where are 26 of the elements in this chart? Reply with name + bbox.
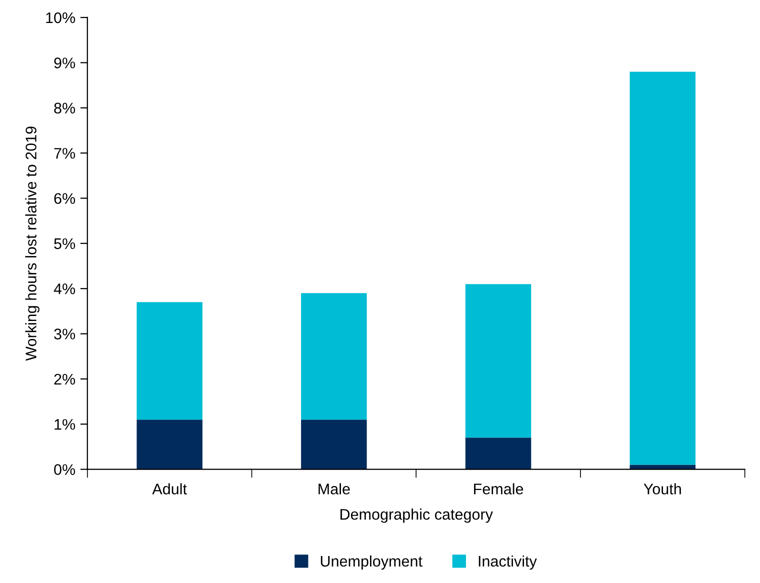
y-tick-label: 2% (54, 374, 76, 385)
bar (465, 438, 532, 470)
y-tick-label: 8% (54, 102, 76, 114)
legend-label: Unemployment (320, 555, 422, 570)
y-tick-label: 0% (54, 464, 76, 475)
y-tick-label: 5% (54, 238, 76, 250)
y-tick-label: 4% (54, 284, 76, 294)
bar (630, 72, 696, 465)
bar (301, 420, 367, 470)
y-axis-title: Working hours lost relative to 2019 (25, 126, 40, 361)
y-tick-label: 10% (46, 12, 76, 24)
x-axis-title: Demographic category (340, 508, 493, 523)
bar (136, 302, 202, 420)
bar (465, 284, 532, 438)
legend-label: Inactivity (478, 555, 537, 570)
y-tick-label: 1% (54, 419, 76, 430)
y-tick-label: 3% (54, 328, 76, 340)
y-tick-label: 7% (54, 148, 76, 159)
x-tick-label: Adult (152, 483, 187, 494)
x-tick-label: Male (318, 483, 350, 494)
y-tick-label: 9% (54, 58, 76, 68)
bar (136, 420, 202, 470)
x-tick-label: Female (474, 483, 524, 494)
x-tick-label: Youth (644, 483, 681, 494)
y-tick-label: 6% (54, 193, 76, 204)
bar (301, 293, 367, 420)
